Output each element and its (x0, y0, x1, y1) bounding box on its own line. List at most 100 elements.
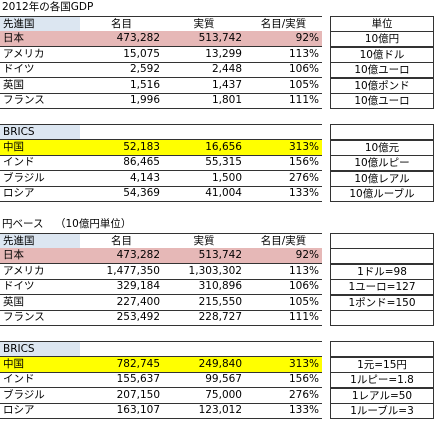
row-label: 中国 (0, 356, 80, 373)
value-cell: 106% (245, 279, 322, 295)
value-cell: 113% (245, 264, 322, 280)
value-cell: 123,012 (163, 403, 245, 419)
value-cell: 15,075 (80, 47, 163, 63)
header-cell (163, 124, 245, 140)
value-cell: 52,183 (80, 139, 163, 156)
value-cell: 1,437 (163, 78, 245, 94)
header-cell: BRICS (0, 341, 80, 357)
row-label: フランス (0, 93, 80, 109)
row-label: インド (0, 372, 80, 388)
value-cell: 133% (245, 186, 322, 202)
value-cell: 473,282 (80, 31, 163, 47)
unit-cell: 1ユーロ=127 (330, 279, 434, 295)
value-cell: 156% (245, 155, 322, 171)
value-cell: 313% (245, 356, 322, 373)
value-cell: 215,550 (163, 295, 245, 311)
unit-cell: 1レアル=50 (330, 387, 434, 404)
header-cell: 名目 (80, 232, 163, 249)
header-unit (330, 232, 434, 249)
row-label: ブラジル (0, 388, 80, 404)
value-cell: 1,303,302 (163, 264, 245, 280)
unit-cell: 1元=15円 (330, 356, 434, 373)
value-cell: 513,742 (163, 248, 245, 264)
value-cell: 133% (245, 403, 322, 419)
value-cell: 473,282 (80, 248, 163, 264)
header-cell: 先進国 (0, 15, 80, 32)
value-cell: 1,500 (163, 171, 245, 187)
row-label: 英国 (0, 295, 80, 311)
value-cell: 86,465 (80, 155, 163, 171)
row-label: インド (0, 155, 80, 171)
section-note: （10億円単位） (55, 218, 132, 230)
header-cell: 名目/実質 (245, 232, 322, 249)
value-cell: 329,184 (80, 279, 163, 295)
value-cell: 106% (245, 62, 322, 78)
header-cell: 実質 (163, 232, 245, 249)
value-cell: 75,000 (163, 388, 245, 404)
value-cell: 54,369 (80, 186, 163, 202)
unit-cell: 10億レアル (330, 170, 434, 187)
row-label: 日本 (0, 31, 80, 47)
unit-cell: 10億ドル (330, 46, 434, 63)
unit-cell: 10億ルピー (330, 155, 434, 171)
header-cell: BRICS (0, 124, 80, 140)
row-label: ロシア (0, 403, 80, 419)
value-cell: 276% (245, 171, 322, 187)
header-cell (163, 341, 245, 357)
value-cell: 276% (245, 388, 322, 404)
sheet-title: 2012年の各国GDP (2, 1, 94, 13)
value-cell: 163,107 (80, 403, 163, 419)
header-cell (245, 341, 322, 357)
row-label: ブラジル (0, 171, 80, 187)
unit-cell (330, 248, 434, 264)
unit-cell: 10億ユーロ (330, 93, 434, 109)
row-label: 日本 (0, 248, 80, 264)
value-cell: 249,840 (163, 356, 245, 373)
section-title: 円ベース (2, 218, 44, 230)
value-cell: 111% (245, 310, 322, 326)
value-cell: 782,745 (80, 356, 163, 373)
unit-cell: 10億ユーロ (330, 62, 434, 78)
header-cell: 名目/実質 (245, 15, 322, 32)
row-label: フランス (0, 310, 80, 326)
header-cell (80, 341, 163, 357)
value-cell: 253,492 (80, 310, 163, 326)
value-cell: 207,150 (80, 388, 163, 404)
header-cell: 名目 (80, 15, 163, 32)
value-cell: 113% (245, 47, 322, 63)
unit-cell: 10億ルーブル (330, 186, 434, 202)
value-cell: 55,315 (163, 155, 245, 171)
value-cell: 1,801 (163, 93, 245, 109)
row-label: 中国 (0, 139, 80, 156)
header-cell (245, 124, 322, 140)
value-cell: 228,727 (163, 310, 245, 326)
unit-cell: 10億元 (330, 139, 434, 156)
value-cell: 92% (245, 248, 322, 264)
unit-cell (330, 310, 434, 326)
unit-cell: 1ルピー=1.8 (330, 372, 434, 388)
unit-cell: 1ポンド=150 (330, 294, 434, 311)
value-cell: 513,742 (163, 31, 245, 47)
value-cell: 99,567 (163, 372, 245, 388)
value-cell: 156% (245, 372, 322, 388)
row-label: ロシア (0, 186, 80, 202)
unit-cell: 10億ポンド (330, 77, 434, 94)
value-cell: 2,592 (80, 62, 163, 78)
value-cell: 1,516 (80, 78, 163, 94)
value-cell: 313% (245, 139, 322, 156)
header-unit (330, 341, 434, 357)
value-cell: 105% (245, 295, 322, 311)
value-cell: 310,896 (163, 279, 245, 295)
value-cell: 1,996 (80, 93, 163, 109)
value-cell: 111% (245, 93, 322, 109)
header-unit (330, 124, 434, 140)
value-cell: 155,637 (80, 372, 163, 388)
row-label: ドイツ (0, 279, 80, 295)
unit-cell: 1ドル=98 (330, 263, 434, 280)
header-cell: 先進国 (0, 232, 80, 249)
header-cell: 実質 (163, 15, 245, 32)
header-cell (80, 124, 163, 140)
value-cell: 16,656 (163, 139, 245, 156)
row-label: アメリカ (0, 264, 80, 280)
